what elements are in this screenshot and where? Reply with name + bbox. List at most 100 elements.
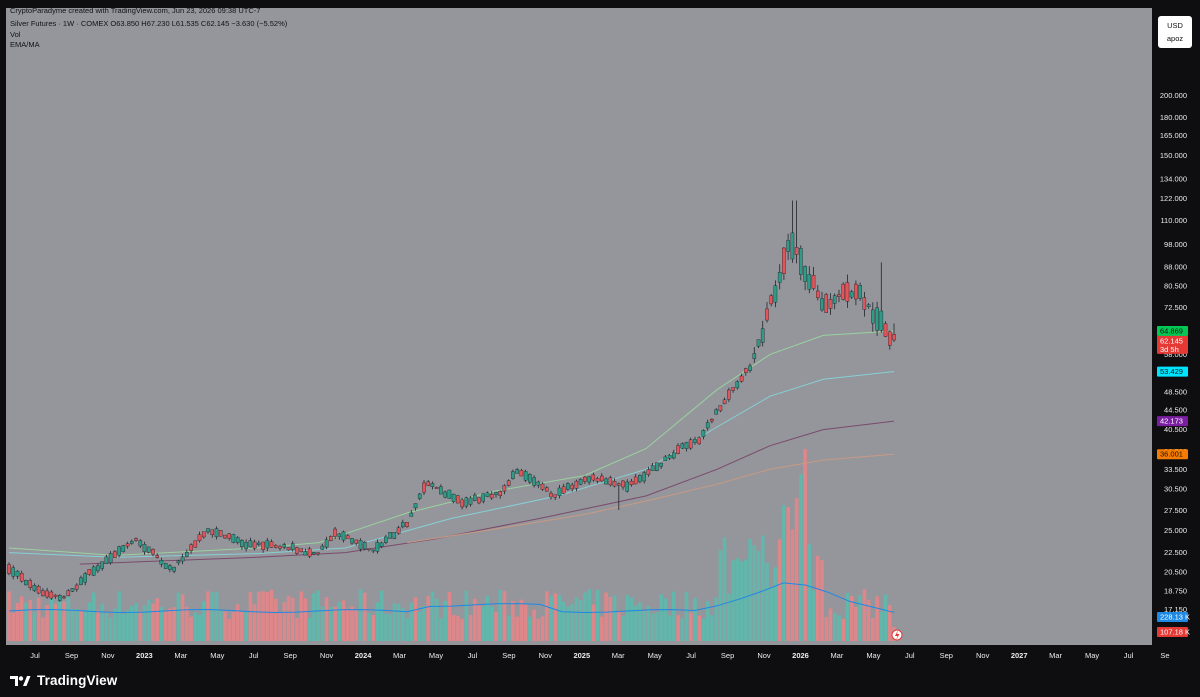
candle-body [401, 522, 405, 528]
candle-body [642, 472, 646, 482]
volume-bar [578, 600, 583, 641]
volume-bar [223, 611, 227, 641]
volume-bar [70, 608, 75, 641]
volume-bar [625, 595, 630, 641]
volume-bar [722, 537, 727, 641]
volume-bar [367, 613, 371, 641]
tradingview-logo[interactable]: TradingView [9, 673, 117, 688]
currency-label: USD [1167, 21, 1183, 30]
candle-body [807, 274, 812, 290]
volume-bar [214, 591, 219, 641]
candle-body [62, 596, 66, 599]
tradingview-wordmark: TradingView [37, 673, 118, 688]
candle-body [379, 542, 384, 547]
candle-body [714, 409, 718, 415]
candle-body [426, 481, 431, 486]
ema-ma-legend[interactable]: EMA/MA [10, 40, 40, 49]
indicator-2-value-tag-label: 53.429 [1160, 367, 1183, 376]
candle-body [888, 331, 892, 346]
volume-bar [629, 597, 634, 641]
x-axis-tick-label: May [429, 651, 443, 660]
candle-body [252, 541, 257, 549]
volume-bar [83, 610, 87, 641]
volume-bar [41, 617, 45, 641]
y-axis-tick-label: 17.150 [1164, 605, 1187, 614]
candle-body [786, 240, 790, 252]
volume-bar [557, 595, 562, 641]
candle-body [731, 387, 735, 391]
candle-body [646, 469, 651, 475]
candle-body [523, 471, 528, 481]
candle-body [388, 532, 392, 539]
volume-bar [142, 605, 147, 641]
volume-bar [786, 507, 790, 641]
candle-body [545, 487, 549, 492]
candle-body [511, 471, 515, 479]
volume-legend[interactable]: Vol [10, 30, 21, 39]
candle-body [350, 538, 354, 544]
candle-body [19, 573, 24, 582]
candle-body [129, 541, 134, 544]
candle-body [201, 531, 206, 538]
volume-bar [19, 596, 24, 641]
volume-bar [858, 595, 862, 641]
x-axis-tick-label: Jul [30, 651, 40, 660]
candle-body [265, 540, 270, 549]
volume-bar [756, 550, 761, 641]
candle-body [875, 307, 879, 331]
candle-body [45, 590, 49, 598]
x-axis-tick-label: Sep [502, 651, 515, 660]
candle-body [274, 545, 278, 548]
volume-bar [561, 601, 566, 641]
chart-svg[interactable]: 200.000 180.000 165.000 150.000 134.000 122.0… [0, 0, 1200, 665]
candle-body [464, 497, 469, 507]
candle-body [155, 555, 160, 558]
indicator-3-value-tag [1157, 416, 1188, 427]
indicator-3-value-tag-label: 42.173 [1160, 417, 1183, 426]
volume-bar [337, 602, 342, 641]
candle-body [820, 298, 824, 311]
candle-body [396, 527, 401, 534]
candle-body [680, 443, 685, 449]
volume-bar [278, 612, 282, 641]
volume-bar [502, 591, 507, 641]
tradingview-logo-icon [10, 675, 31, 686]
candle-body [489, 494, 494, 499]
candle-body [24, 580, 28, 586]
volume-bar [189, 616, 193, 641]
candle-body [168, 565, 172, 570]
currency-unit-box[interactable]: USD apoz [1158, 16, 1192, 48]
candle-body [134, 538, 138, 541]
symbol-ohlc-legend[interactable]: Silver Futures · 1W · COMEX O63.850 H67.… [10, 19, 288, 28]
candle-body [608, 477, 613, 486]
volume-bar [159, 607, 164, 641]
volume-last-value-tag-label: 107.18 K [1160, 628, 1190, 637]
volume-bar [379, 590, 384, 641]
volume-bar [536, 618, 541, 641]
volume-bar [765, 562, 769, 641]
candle-body [481, 493, 486, 502]
x-axis-tick-label: Nov [539, 651, 553, 660]
candle-body [138, 540, 143, 547]
candle-body [371, 549, 376, 552]
volume-bar [282, 602, 287, 641]
candle-body [468, 497, 473, 505]
volume-bar [845, 592, 850, 641]
y-axis-tick-label: 33.500 [1164, 465, 1187, 474]
volume-bar [113, 608, 117, 641]
candle-body [307, 548, 312, 557]
volume-bar [464, 590, 469, 641]
volume-bar [528, 616, 532, 641]
candle-body [578, 479, 583, 485]
volume-bar [676, 615, 680, 641]
candle-body [295, 547, 299, 554]
plot-area[interactable] [6, 8, 1152, 645]
y-axis-tick-label: 27.500 [1164, 506, 1187, 515]
volume-bar [49, 594, 54, 641]
candle-body [782, 247, 786, 274]
volume-bar [566, 606, 570, 641]
candle-body [422, 482, 426, 493]
volume-bar [828, 608, 833, 641]
volume-bar [202, 601, 206, 641]
x-axis-tick-label: Sep [65, 651, 78, 660]
